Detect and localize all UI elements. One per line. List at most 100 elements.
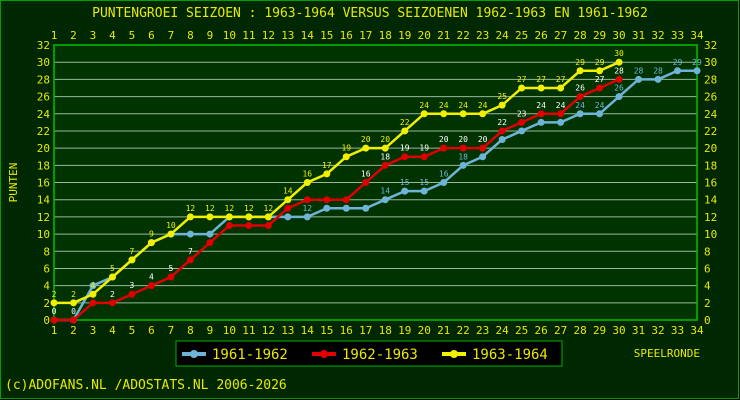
data-point (654, 75, 662, 83)
data-point (596, 67, 604, 75)
data-point (50, 316, 58, 324)
data-label: 18 (380, 152, 390, 161)
data-point (518, 118, 526, 126)
data-point (498, 136, 506, 144)
x-tick-label-bottom: 12 (262, 324, 275, 337)
data-label: 12 (264, 204, 274, 213)
data-label: 12 (225, 204, 235, 213)
x-tick-label-bottom: 25 (515, 324, 528, 337)
grid (54, 44, 697, 321)
x-tick-label-bottom: 19 (398, 324, 411, 337)
data-label: 12 (186, 204, 196, 213)
x-tick-label-bottom: 24 (496, 324, 510, 337)
data-point (323, 204, 331, 212)
data-point (498, 127, 506, 135)
x-tick-label-bottom: 7 (168, 324, 175, 337)
data-point (537, 84, 545, 92)
x-tick-label-bottom: 3 (90, 324, 97, 337)
data-point (108, 299, 116, 307)
data-label: 28 (653, 66, 663, 75)
data-point (537, 118, 545, 126)
x-tick-label-top: 17 (359, 29, 372, 42)
data-point (69, 299, 77, 307)
y-tick-label-left: 18 (37, 159, 50, 172)
data-point (50, 299, 58, 307)
data-label: 3 (130, 281, 135, 290)
data-label: 29 (595, 58, 605, 67)
data-label: 24 (439, 101, 449, 110)
data-point (557, 118, 565, 126)
data-point (128, 256, 136, 264)
data-point (479, 153, 487, 161)
x-tick-label-bottom: 2 (70, 324, 77, 337)
y-tick-label-left: 0 (43, 314, 50, 327)
y-tick-label-left: 28 (37, 73, 50, 86)
copyright-text: (c)ADOFANS.NL /ADOSTATS.NL 2006-2026 (5, 378, 287, 393)
data-label: 19 (341, 144, 351, 153)
x-tick-label-bottom: 4 (109, 324, 116, 337)
data-label: 7 (188, 247, 193, 256)
data-point (128, 290, 136, 298)
x-tick-label-top: 13 (281, 29, 294, 42)
data-point (284, 204, 292, 212)
data-label: 30 (614, 49, 624, 58)
data-point (225, 221, 233, 229)
y-tick-label-left: 26 (37, 91, 50, 104)
x-tick-label-bottom: 6 (148, 324, 155, 337)
data-point (596, 110, 604, 118)
data-label: 23 (517, 109, 527, 118)
data-point (186, 256, 194, 264)
data-point (440, 110, 448, 118)
y-tick-label-right: 6 (704, 262, 711, 275)
x-tick-label-top: 21 (437, 29, 450, 42)
data-label: 18 (458, 152, 468, 161)
x-tick-label-top: 2 (70, 29, 77, 42)
y-tick-label-right: 18 (704, 159, 717, 172)
data-point (225, 213, 233, 221)
data-point (147, 239, 155, 247)
data-point (420, 187, 428, 195)
x-tick-label-top: 20 (418, 29, 431, 42)
x-axis-label: SPEELRONDE (634, 347, 700, 360)
data-label: 0 (52, 307, 57, 316)
data-label: 27 (536, 75, 546, 84)
data-point (596, 84, 604, 92)
x-tick-label-bottom: 10 (223, 324, 236, 337)
y-tick-label-left: 32 (37, 39, 50, 52)
data-label: 20 (380, 135, 390, 144)
data-point (206, 230, 214, 238)
y-tick-label-right: 2 (704, 297, 711, 310)
data-label: 24 (575, 101, 585, 110)
data-label: 16 (302, 170, 312, 179)
data-point (459, 161, 467, 169)
data-point (264, 213, 272, 221)
data-label: 20 (361, 135, 371, 144)
data-point (362, 144, 370, 152)
data-point (108, 273, 116, 281)
x-tick-label-bottom: 11 (242, 324, 255, 337)
legend-swatch-point (450, 350, 458, 358)
data-point (186, 230, 194, 238)
y-tick-label-left: 16 (37, 177, 50, 190)
y-tick-label-right: 30 (704, 56, 717, 69)
y-tick-label-left: 10 (37, 228, 50, 241)
data-point (245, 221, 253, 229)
data-point (89, 290, 97, 298)
y-tick-label-right: 28 (704, 73, 717, 86)
x-tick-label-top: 30 (612, 29, 625, 42)
plot-frame (53, 44, 698, 321)
data-label: 2 (52, 290, 57, 299)
x-tick-label-top: 28 (573, 29, 586, 42)
chart-title: PUNTENGROEI SEIZOEN : 1963-1964 VERSUS S… (92, 6, 648, 21)
data-point (576, 67, 584, 75)
x-tick-label-bottom: 5 (129, 324, 136, 337)
data-point (498, 101, 506, 109)
data-point (206, 239, 214, 247)
data-point (167, 230, 175, 238)
data-label: 29 (673, 58, 683, 67)
y-tick-label-left: 12 (37, 211, 50, 224)
y-tick-label-right: 32 (704, 39, 717, 52)
data-point (420, 153, 428, 161)
series-line (54, 78, 620, 322)
x-tick-label-top: 6 (148, 29, 155, 42)
